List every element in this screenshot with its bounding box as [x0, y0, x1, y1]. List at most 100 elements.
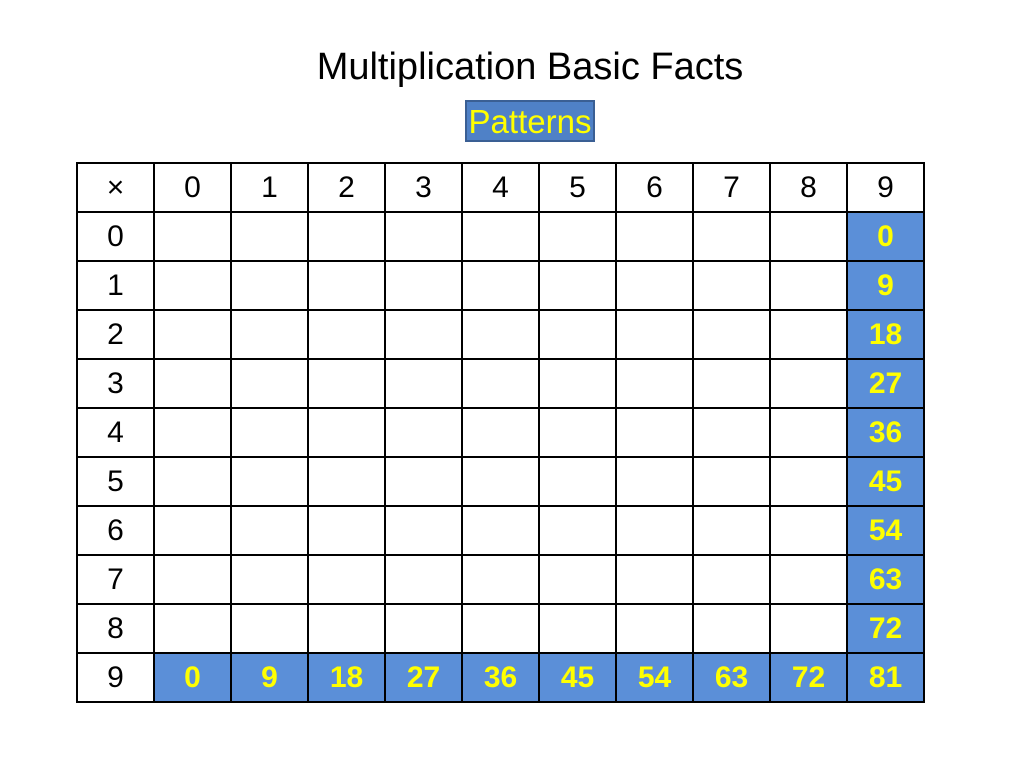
column-header: 9 — [846, 162, 925, 213]
empty-cell — [307, 603, 386, 654]
empty-cell — [615, 260, 694, 311]
empty-cell — [384, 456, 463, 507]
row-header: 5 — [76, 456, 155, 507]
empty-cell — [384, 358, 463, 409]
empty-cell — [692, 309, 771, 360]
empty-cell — [538, 211, 617, 262]
empty-cell — [615, 407, 694, 458]
empty-cell — [538, 603, 617, 654]
empty-cell — [384, 407, 463, 458]
table-row: 2 18 — [76, 309, 925, 360]
table-row: 3 27 — [76, 358, 925, 409]
empty-cell — [692, 456, 771, 507]
table-row: 9 0 9 18 27 36 45 54 63 72 81 — [76, 652, 925, 703]
product-cell: 18 — [846, 309, 925, 360]
column-header: 6 — [615, 162, 694, 213]
empty-cell — [692, 554, 771, 605]
column-header: 7 — [692, 162, 771, 213]
empty-cell — [461, 603, 540, 654]
empty-cell — [769, 309, 848, 360]
empty-cell — [692, 358, 771, 409]
empty-cell — [384, 505, 463, 556]
product-cell: 54 — [615, 652, 694, 703]
product-cell: 45 — [846, 456, 925, 507]
product-cell: 27 — [846, 358, 925, 409]
row-header: 1 — [76, 260, 155, 311]
empty-cell — [153, 358, 232, 409]
empty-cell — [692, 260, 771, 311]
empty-cell — [692, 407, 771, 458]
product-cell: 45 — [538, 652, 617, 703]
empty-cell — [230, 309, 309, 360]
empty-cell — [461, 358, 540, 409]
empty-cell — [538, 260, 617, 311]
empty-cell — [230, 554, 309, 605]
table-row: 6 54 — [76, 505, 925, 556]
empty-cell — [769, 211, 848, 262]
empty-cell — [538, 505, 617, 556]
product-cell: 27 — [384, 652, 463, 703]
empty-cell — [307, 407, 386, 458]
empty-cell — [538, 358, 617, 409]
empty-cell — [538, 456, 617, 507]
empty-cell — [230, 358, 309, 409]
empty-cell — [230, 407, 309, 458]
empty-cell — [461, 260, 540, 311]
product-cell: 9 — [230, 652, 309, 703]
product-cell: 36 — [846, 407, 925, 458]
empty-cell — [384, 260, 463, 311]
empty-cell — [769, 603, 848, 654]
corner-cell: × — [76, 162, 155, 213]
header-row: × 0 1 2 3 4 5 6 7 8 9 — [76, 162, 925, 213]
table-row: 4 36 — [76, 407, 925, 458]
product-cell: 9 — [846, 260, 925, 311]
empty-cell — [461, 505, 540, 556]
empty-cell — [692, 603, 771, 654]
empty-cell — [307, 211, 386, 262]
empty-cell — [230, 260, 309, 311]
product-cell: 36 — [461, 652, 540, 703]
row-header: 0 — [76, 211, 155, 262]
empty-cell — [615, 554, 694, 605]
product-cell: 72 — [769, 652, 848, 703]
empty-cell — [615, 211, 694, 262]
empty-cell — [461, 309, 540, 360]
column-header: 2 — [307, 162, 386, 213]
column-header: 3 — [384, 162, 463, 213]
empty-cell — [769, 407, 848, 458]
empty-cell — [769, 456, 848, 507]
empty-cell — [153, 554, 232, 605]
empty-cell — [230, 505, 309, 556]
empty-cell — [153, 505, 232, 556]
table-row: 8 72 — [76, 603, 925, 654]
empty-cell — [692, 505, 771, 556]
column-header: 4 — [461, 162, 540, 213]
empty-cell — [230, 603, 309, 654]
empty-cell — [615, 603, 694, 654]
product-cell: 81 — [846, 652, 925, 703]
empty-cell — [615, 358, 694, 409]
empty-cell — [692, 211, 771, 262]
empty-cell — [230, 211, 309, 262]
empty-cell — [461, 407, 540, 458]
row-header: 6 — [76, 505, 155, 556]
empty-cell — [384, 554, 463, 605]
empty-cell — [538, 407, 617, 458]
empty-cell — [384, 309, 463, 360]
subtitle-container: Patterns — [0, 100, 1024, 142]
empty-cell — [538, 309, 617, 360]
empty-cell — [461, 211, 540, 262]
multiplication-table: × 0 1 2 3 4 5 6 7 8 9 0 0 1 9 2 18 3 27 4 36 5 45 6 54 7 63 8 72 9 0 9 1… — [76, 162, 925, 703]
empty-cell — [153, 603, 232, 654]
column-header: 0 — [153, 162, 232, 213]
empty-cell — [230, 456, 309, 507]
empty-cell — [307, 554, 386, 605]
product-cell: 63 — [692, 652, 771, 703]
empty-cell — [769, 505, 848, 556]
empty-cell — [615, 505, 694, 556]
product-cell: 54 — [846, 505, 925, 556]
empty-cell — [153, 211, 232, 262]
product-cell: 0 — [153, 652, 232, 703]
empty-cell — [307, 505, 386, 556]
